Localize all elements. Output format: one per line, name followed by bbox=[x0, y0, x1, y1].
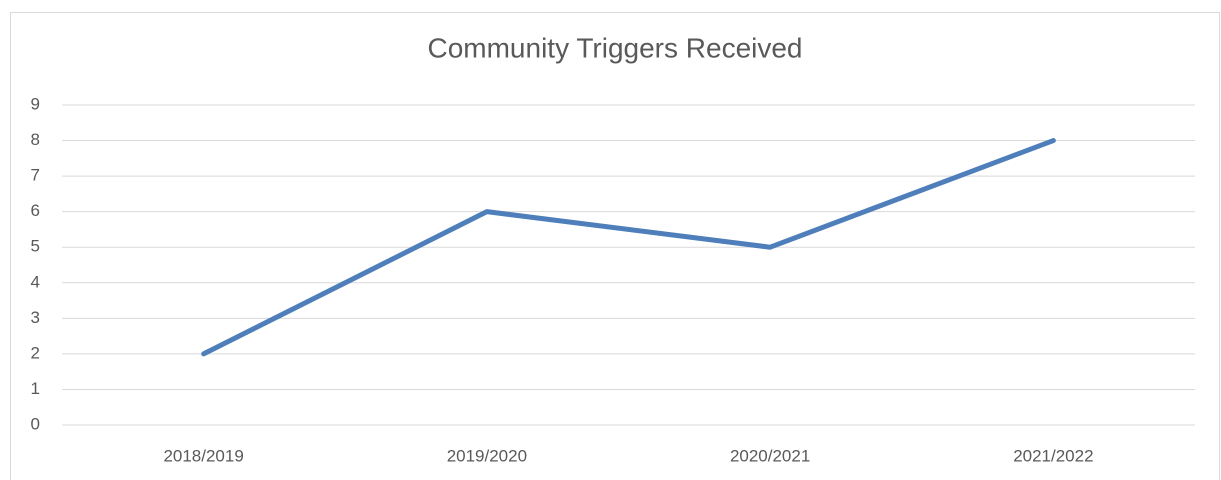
y-tick-label: 9 bbox=[31, 94, 40, 113]
x-tick-label: 2018/2019 bbox=[163, 446, 243, 465]
x-tick-label: 2021/2022 bbox=[1013, 446, 1093, 465]
y-tick-label: 6 bbox=[31, 201, 40, 220]
y-tick-label: 5 bbox=[31, 237, 40, 256]
y-tick-label: 1 bbox=[31, 379, 40, 398]
y-tick-label: 8 bbox=[31, 130, 40, 149]
chart-title: Community Triggers Received bbox=[427, 32, 802, 63]
y-tick-label: 4 bbox=[31, 272, 40, 291]
chart-border bbox=[10, 12, 1220, 480]
y-tick-label: 3 bbox=[31, 308, 40, 327]
y-tick-label: 7 bbox=[31, 166, 40, 185]
x-tick-label: 2020/2021 bbox=[730, 446, 810, 465]
y-tick-label: 0 bbox=[31, 414, 40, 433]
data-line bbox=[201, 138, 1056, 357]
x-tick-label: 2019/2020 bbox=[447, 446, 527, 465]
y-tick-label: 2 bbox=[31, 343, 40, 362]
